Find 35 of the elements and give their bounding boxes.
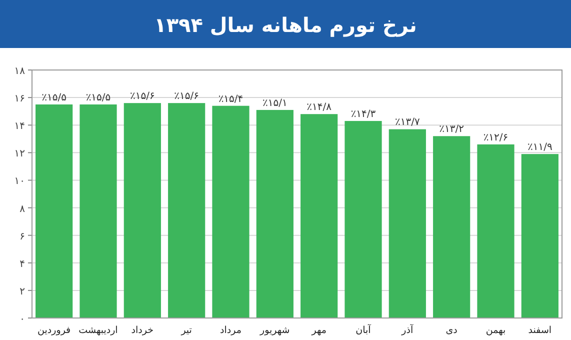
y-tick-label: ۴ xyxy=(20,258,25,270)
x-tick-label: مرداد xyxy=(220,325,242,336)
data-label: ٪۱۴/۳ xyxy=(350,108,376,120)
data-label: ٪۱۵/۶ xyxy=(130,91,155,102)
x-tick-label: شهریور xyxy=(259,325,290,336)
y-tick-label: ۱۶ xyxy=(14,94,25,105)
x-tick-label: اردیبهشت xyxy=(78,325,118,336)
x-tick-label: تیر xyxy=(180,325,192,336)
x-tick-label: دی xyxy=(446,325,458,336)
x-tick-label: خرداد xyxy=(131,325,154,336)
data-label: ٪۱۵/۱ xyxy=(262,98,288,109)
x-tick-label: آذر xyxy=(400,324,414,336)
y-tick-label: ۱۴ xyxy=(14,121,25,132)
data-label: ٪۱۵/۵ xyxy=(86,92,111,104)
data-label: ٪۱۲/۶ xyxy=(483,132,508,144)
x-tick-label: فروردین xyxy=(38,325,71,336)
x-tick-label: مهر xyxy=(310,325,326,336)
y-tick-label: ۱۲ xyxy=(14,148,25,160)
y-tick-label: ۱۰ xyxy=(14,176,25,188)
data-label: ٪۱۴/۸ xyxy=(306,102,332,114)
data-label: ٪۱۳/۷ xyxy=(394,117,420,128)
y-tick-label: ۸ xyxy=(20,204,26,215)
y-tick-label: ۲ xyxy=(20,286,25,298)
data-label: ٪۱۵/۶ xyxy=(174,91,200,102)
y-tick-label: ۶ xyxy=(20,231,25,242)
data-label: ٪۱۱/۹ xyxy=(527,142,552,154)
x-tick-label: اسفند xyxy=(528,325,552,336)
chart-title: نرخ تورم ماهانه سال ۱۳۹۴ xyxy=(154,13,417,37)
x-tick-label: آبان xyxy=(356,324,372,336)
y-tick-label: ۰ xyxy=(20,314,25,325)
data-label: ٪۱۳/۲ xyxy=(439,124,464,136)
x-tick-label: بهمن xyxy=(486,325,506,336)
y-tick-label: ۱۸ xyxy=(14,66,26,77)
data-label: ٪۱۵/۵ xyxy=(42,92,67,104)
data-label: ٪۱۵/۴ xyxy=(218,94,244,105)
